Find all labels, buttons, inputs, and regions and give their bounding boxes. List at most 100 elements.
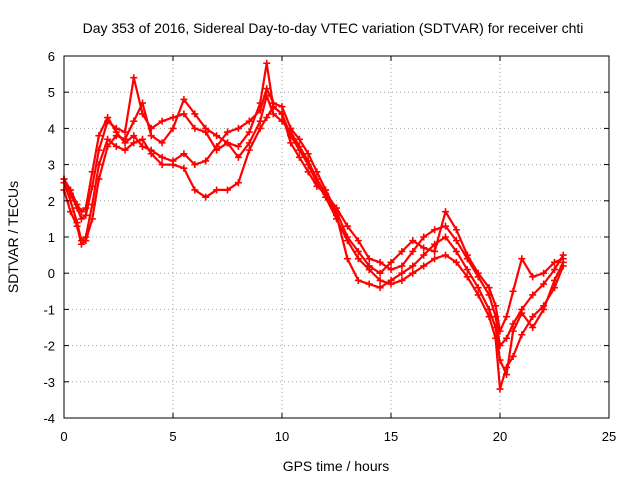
y-axis-title: SDTVAR / TECUs	[5, 181, 21, 293]
y-tick-label: -1	[43, 302, 55, 317]
data-point	[130, 74, 138, 82]
data-point	[452, 247, 460, 255]
data-point	[295, 153, 303, 161]
data-point	[295, 143, 303, 150]
data-point	[278, 117, 286, 125]
data-point	[256, 124, 264, 132]
data-point	[304, 150, 312, 158]
data-point	[180, 164, 188, 172]
data-point	[158, 161, 166, 169]
series-track-3	[60, 92, 567, 379]
data-point	[420, 244, 428, 252]
data-point	[343, 222, 351, 230]
data-point	[551, 258, 558, 266]
data-point	[354, 247, 362, 255]
data-point	[256, 117, 264, 125]
data-point	[147, 146, 155, 154]
data-point	[509, 352, 517, 360]
data-point	[431, 226, 439, 234]
data-point	[409, 262, 417, 270]
data-point	[474, 269, 482, 277]
data-point	[224, 139, 231, 147]
data-point	[158, 153, 166, 161]
data-point	[82, 211, 90, 219]
axis-ticks	[63, 55, 610, 419]
data-point	[540, 280, 548, 288]
y-tick-label: -4	[43, 411, 55, 426]
data-point	[492, 324, 500, 331]
data-point	[496, 356, 504, 364]
data-point	[104, 143, 112, 150]
data-point	[398, 269, 406, 277]
data-point	[354, 255, 362, 263]
data-point	[463, 273, 471, 281]
y-tick-label: 4	[48, 121, 55, 136]
chart-title: Day 353 of 2016, Sidereal Day-to-day VTE…	[83, 20, 584, 36]
data-point	[88, 168, 96, 176]
data-point	[343, 255, 351, 263]
data-point	[138, 99, 146, 107]
data-point	[169, 114, 177, 122]
data-point	[287, 124, 295, 132]
data-point	[496, 327, 504, 335]
data-point	[245, 128, 253, 136]
data-point	[322, 186, 330, 194]
data-point	[529, 324, 537, 331]
data-point	[442, 251, 449, 259]
data-point	[95, 132, 103, 140]
y-tick-label: 1	[48, 230, 55, 245]
data-point	[503, 334, 511, 342]
data-point	[409, 269, 417, 277]
data-point	[138, 135, 146, 143]
data-point	[158, 139, 166, 147]
data-point	[191, 186, 199, 194]
data-point	[191, 110, 199, 118]
data-point	[333, 208, 340, 216]
data-point	[73, 222, 81, 230]
data-point	[540, 305, 548, 313]
data-point	[463, 266, 471, 274]
data-point	[213, 132, 221, 140]
y-tick-label: 6	[48, 49, 55, 64]
data-point	[95, 175, 103, 183]
data-point	[452, 226, 460, 234]
grid	[64, 56, 609, 418]
data-point	[529, 291, 537, 299]
data-point	[147, 132, 155, 140]
data-point	[551, 266, 558, 274]
data-point	[88, 215, 96, 223]
data-point	[234, 153, 242, 161]
data-point	[365, 255, 373, 263]
x-axis-title: GPS time / hours	[283, 458, 390, 474]
data-point	[518, 255, 526, 263]
series-track-2	[60, 103, 567, 393]
data-point	[463, 251, 471, 259]
data-point	[269, 110, 277, 118]
tick-labels: -4 -3 -2 -1 0 1 2 3 4 5 6 0 5 10 15 20 25	[43, 49, 616, 444]
data-point	[376, 269, 384, 277]
data-point	[224, 186, 231, 194]
data-point	[263, 85, 271, 93]
data-point	[180, 110, 188, 118]
y-tick-label: -3	[43, 375, 55, 390]
y-tick-label: 2	[48, 194, 55, 209]
data-point	[245, 117, 253, 125]
data-point	[354, 276, 362, 284]
data-point	[442, 233, 449, 241]
data-point	[474, 291, 482, 299]
data-point	[169, 157, 177, 165]
data-point	[485, 284, 493, 292]
data-series	[60, 59, 567, 393]
x-tick-label: 20	[493, 429, 507, 444]
data-point	[409, 237, 417, 245]
data-point	[121, 146, 129, 154]
data-point	[191, 124, 199, 132]
series-line	[62, 62, 565, 347]
data-point	[82, 204, 90, 212]
data-point	[376, 276, 384, 284]
data-point	[169, 124, 177, 132]
data-point	[376, 284, 384, 292]
data-point	[104, 135, 112, 143]
x-tick-label: 0	[60, 429, 67, 444]
series-track-1	[60, 59, 567, 350]
